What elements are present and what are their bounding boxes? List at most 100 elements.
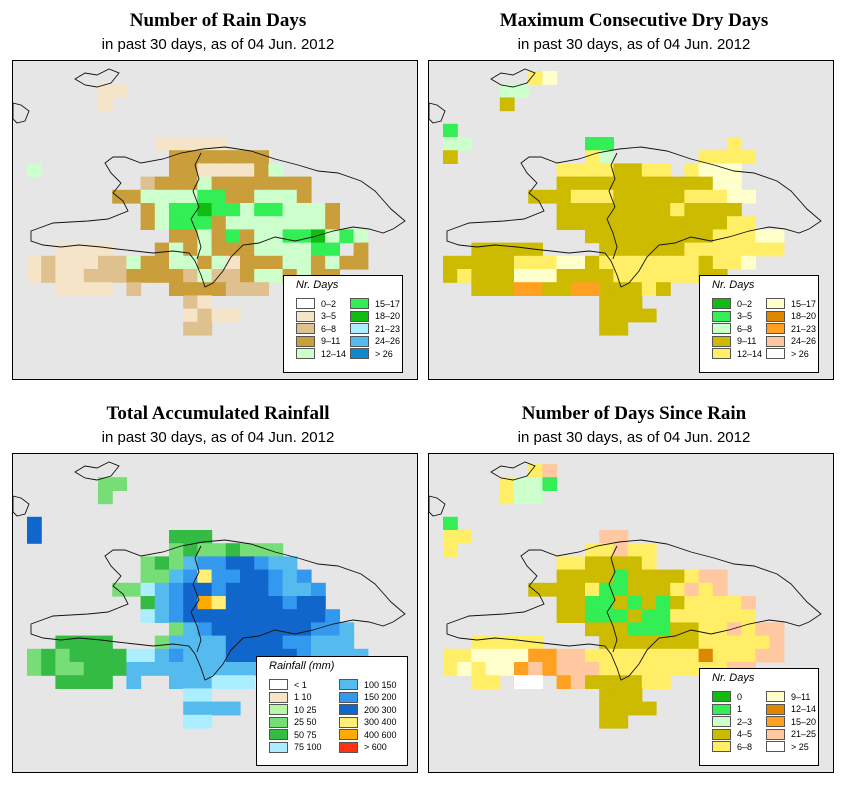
grid-cell xyxy=(225,229,241,244)
grid-cell xyxy=(499,662,515,676)
grid-cell xyxy=(325,635,340,650)
grid-cell xyxy=(471,662,487,676)
legend-swatch xyxy=(296,310,315,322)
grid-cell xyxy=(98,282,113,296)
map-grid xyxy=(429,461,822,729)
grid-cell xyxy=(514,675,529,689)
grid-cell xyxy=(641,701,657,716)
grid-cell xyxy=(296,242,312,257)
legend-item: 3–5 xyxy=(712,310,752,322)
national-border xyxy=(190,152,202,260)
cuba-coastline xyxy=(74,68,120,88)
grid-cell xyxy=(169,137,184,151)
legend-item: 15–20 xyxy=(766,716,816,727)
grid-cell xyxy=(741,216,756,230)
grid-cell xyxy=(183,308,198,323)
grid-cell xyxy=(126,269,142,283)
grid-cell xyxy=(41,662,56,676)
grid-cell xyxy=(613,321,629,336)
grid-cell xyxy=(443,137,458,151)
grid-cell xyxy=(514,648,529,663)
grid-cell xyxy=(443,648,458,663)
legend-item: 21–23 xyxy=(350,323,400,334)
legend-label: > 600 xyxy=(364,742,387,752)
grid-cell xyxy=(585,596,600,610)
grid-cell xyxy=(627,282,643,296)
grid-cell xyxy=(542,582,558,597)
grid-cell xyxy=(712,635,728,650)
jamaica-coastline xyxy=(13,102,30,124)
grid-cell xyxy=(282,635,298,650)
grid-cell xyxy=(570,189,586,204)
grid-cell xyxy=(126,582,142,597)
grid-cell xyxy=(457,269,472,283)
grid-cell xyxy=(183,282,198,296)
grid-cell xyxy=(240,282,255,296)
grid-cell xyxy=(296,569,312,584)
grid-cell xyxy=(240,648,255,663)
island-coastline xyxy=(446,539,822,681)
grid-cell xyxy=(225,662,241,676)
legend-item: 25 50 xyxy=(269,716,317,728)
legend-label: 6–8 xyxy=(321,323,337,334)
legend-item: 150 200 xyxy=(339,691,397,703)
grid-cell xyxy=(641,582,657,597)
grid-cell xyxy=(197,714,213,729)
grid-cell xyxy=(585,269,600,283)
grid-cell xyxy=(684,189,700,204)
grid-cell xyxy=(183,242,198,257)
grid-cell xyxy=(211,675,227,689)
grid-cell xyxy=(240,255,255,270)
grid-cell xyxy=(197,269,213,283)
legend-label: 0 xyxy=(737,691,743,702)
grid-cell xyxy=(69,675,85,689)
grid-cell xyxy=(599,295,614,310)
legend-item: 9–11 xyxy=(766,691,810,702)
grid-cell xyxy=(641,675,657,689)
grid-cell xyxy=(613,242,629,257)
legend-swatch xyxy=(712,741,731,752)
grid-cell xyxy=(684,176,700,191)
grid-cell xyxy=(613,662,629,676)
grid-cell xyxy=(570,556,586,571)
grid-cell xyxy=(183,648,198,663)
grid-cell xyxy=(325,622,340,637)
legend-item: 15–17 xyxy=(350,298,400,309)
legend-label: 6–8 xyxy=(737,323,753,334)
legend-item: 18–20 xyxy=(766,310,816,322)
grid-cell xyxy=(585,622,600,637)
grid-cell xyxy=(585,176,600,191)
grid-cell xyxy=(641,216,657,230)
grid-cell xyxy=(542,282,558,296)
grid-cell xyxy=(698,229,714,244)
grid-cell xyxy=(684,569,700,584)
grid-cell xyxy=(98,635,113,650)
grid-cell xyxy=(240,596,255,610)
grid-cell xyxy=(112,84,127,98)
legend-swatch xyxy=(269,691,288,703)
grid-cell xyxy=(585,282,600,296)
grid-cell xyxy=(613,582,629,597)
grid-cell xyxy=(83,662,99,676)
legend-title: Rainfall (mm) xyxy=(269,660,335,672)
grid-cell xyxy=(542,464,558,478)
grid-cell xyxy=(282,242,298,257)
grid-cell xyxy=(712,189,728,204)
grid-cell xyxy=(670,229,685,244)
grid-cell xyxy=(240,569,255,584)
grid-cell xyxy=(741,229,756,244)
grid-cell xyxy=(83,648,99,663)
grid-cell xyxy=(471,255,487,270)
grid-cell xyxy=(599,229,614,244)
legend-swatch xyxy=(712,703,731,715)
legend: Rainfall (mm) < 1 1 10 10 25 25 50 50 75 75 1… xyxy=(256,656,408,766)
map-grid xyxy=(13,461,406,729)
grid-cell xyxy=(656,675,671,689)
grid-cell xyxy=(499,477,515,491)
national-border xyxy=(190,545,202,653)
grid-cell xyxy=(570,609,586,623)
grid-cell xyxy=(254,582,269,597)
grid-cell xyxy=(98,242,113,257)
grid-cell xyxy=(268,569,284,584)
grid-cell xyxy=(670,242,685,257)
